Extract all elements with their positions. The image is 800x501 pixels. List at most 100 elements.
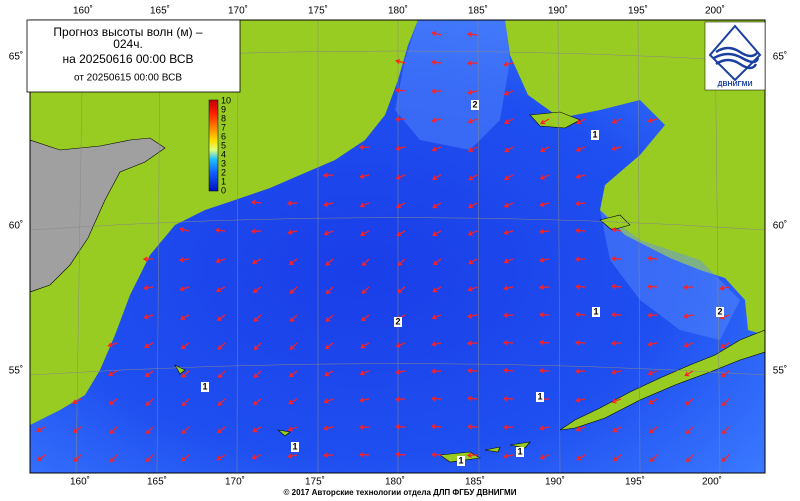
contour-label-bg [592,307,600,317]
lat-label: 55˚ [773,365,787,377]
contour-label-bg [394,317,402,327]
wave-arrow [431,314,442,320]
wave-arrow [574,256,586,262]
wave-arrow [721,426,730,435]
contour-label: 1 [592,129,597,139]
wave-arrow [181,426,190,434]
wave-arrow [685,454,694,463]
lat-label: 60˚ [773,220,787,232]
wave-arrow [575,146,586,152]
aleutian-islands [174,364,531,463]
wave-arrow [289,286,298,294]
contour-label-bg [516,447,524,457]
wave-arrow [360,342,370,349]
wave-arrow [538,284,550,290]
wave-arrow [683,342,694,348]
wave-arrow [289,342,298,350]
wave-arrow [430,368,442,374]
wave-arrow [358,144,370,150]
wave-arrow [611,369,622,375]
wave-arrow [323,201,334,207]
contour-label-bg [471,100,479,110]
wave-arrow [216,454,226,461]
wave-arrow [576,118,586,125]
wave-arrow [323,230,334,236]
wave-arrow [502,396,514,402]
wave-arrow [216,286,226,293]
wave-arrow [252,258,262,265]
wave-arrow [358,424,370,430]
wave-arrow [217,426,226,434]
wave-arrow [253,342,262,351]
wave-arrow [325,286,334,295]
logo-waves [713,46,760,70]
colorbar-gradient [208,99,219,192]
lat-label: 65˚ [773,51,787,63]
wave-arrow [503,202,514,208]
contour-label: 2 [717,306,722,316]
wave-arrow [503,453,514,459]
wave-arrow [217,342,226,350]
wave-arrow [468,174,478,181]
wave-arrow [430,423,442,430]
wave-arrow [287,453,298,459]
wave-arrow [721,370,730,378]
wave-arrow [394,116,406,122]
lon-label: 170˚ [228,5,248,17]
wave-arrow [467,146,478,152]
lon-label: 175˚ [308,5,328,17]
lon-label: 180˚ [388,5,408,17]
wave-arrow [286,200,298,206]
wave-arrow [538,312,550,318]
lon-label: 170˚ [225,476,245,488]
wave-arrow [145,426,154,435]
contour-label: 1 [517,446,522,456]
wave-arrow [467,230,478,236]
wave-arrow [610,256,622,262]
wave-arrow [323,425,334,431]
colorbar-tick-label: 9 [221,104,226,114]
logo: ДВНИГМИ [704,21,766,91]
wave-arrow [361,258,370,267]
wave-arrow [539,174,550,180]
wave-arrow [359,173,370,179]
wave-arrow [575,174,586,180]
lat-label: 55˚ [9,365,23,377]
wave-arrow [430,88,442,94]
wave-arrow [610,312,622,318]
lon-label: 195˚ [628,5,648,17]
wave-arrow [466,60,478,66]
wave-arrow [359,397,370,403]
wave-arrow [397,258,406,266]
contour-label: 1 [537,391,542,401]
wave-arrow [179,286,190,292]
contour-label-bg [201,382,209,392]
wave-arrow [36,454,46,462]
lon-label: 165˚ [147,476,167,488]
wave-arrow [538,339,550,346]
wave-arrow [288,398,298,405]
wave-arrow [721,454,730,462]
lon-label: 200˚ [702,476,722,488]
lon-label: 160˚ [73,5,93,17]
wave-arrow [181,398,190,407]
colorbar-tick-label: 7 [221,122,226,132]
wave-arrow [468,258,478,265]
colorbar-tick-label: 0 [221,185,226,195]
lon-label: 190˚ [548,5,568,17]
wave-arrow [647,370,658,376]
lon-label: 195˚ [625,476,645,488]
wave-arrow [504,146,514,153]
wave-arrow [73,454,82,462]
wave-arrow [539,257,550,263]
wave-arrow [397,286,406,294]
contour-label: 1 [458,455,463,465]
wave-arrow [144,342,154,349]
colorbar-tick-label: 6 [221,131,226,141]
wave-arrow [395,59,406,65]
map-area [30,20,765,473]
wave-arrow [431,174,442,180]
lon-label: 160˚ [70,476,90,488]
